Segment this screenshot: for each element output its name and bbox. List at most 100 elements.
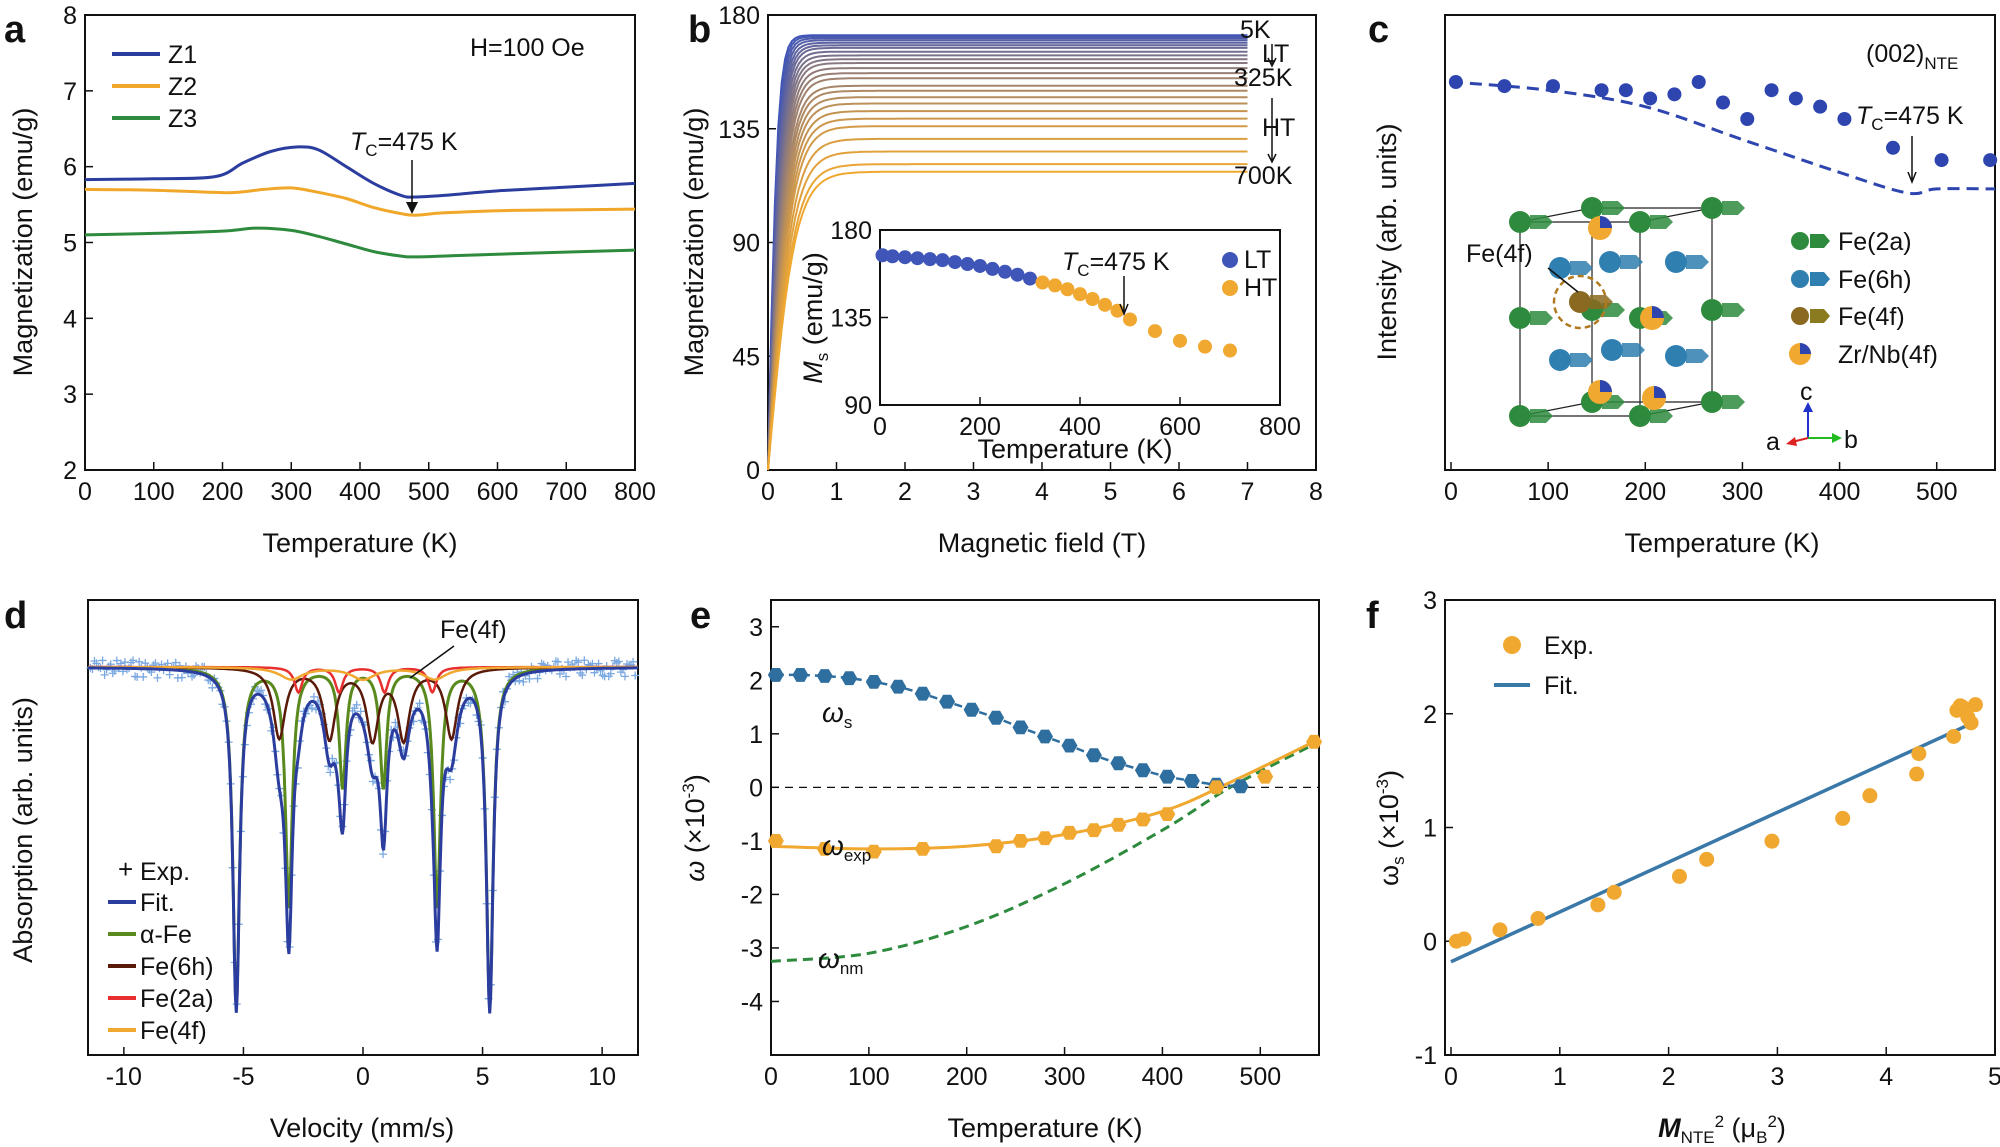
inset-tc-annotation: TC=475 K [1062,248,1170,280]
omega-nm-curve [770,740,1320,963]
e-y-tick-label: 2 [749,667,763,695]
omega-exp-point [1037,831,1053,846]
crystal-fe4f-pointer [1547,267,1579,293]
panel-b-label: b [688,9,711,51]
intensity-point [1813,99,1828,114]
legend-label-exp-d: Exp. [140,858,190,886]
f-y-tick-label: 2 [1423,701,1437,729]
fe2a-atom [1509,307,1531,329]
panel-e-ylabel: ω (×10-3) [679,774,710,881]
legend-marker-fe4f [1791,307,1809,325]
inset-x-tick-label: 800 [1259,413,1301,441]
fe2a-atom [1701,197,1723,219]
panel-c-tc-arrow [1907,136,1917,185]
fe2a-atom-moment [1722,201,1745,215]
c-x-tick-label: 500 [1916,478,1958,506]
e-x-tick-label: 200 [946,1063,988,1091]
inset-xlabel: Temperature (K) [977,434,1172,464]
panel-c-label: c [1368,9,1389,51]
tc-arrow-head-a [406,202,418,214]
fe6h-atom [1665,345,1687,367]
exp-point-f [1530,911,1546,926]
panel-c-series [1448,75,1998,196]
fe6h-atom [1601,339,1623,361]
a-x-tick-label: 800 [614,478,656,506]
intensity-point [1691,75,1706,89]
fe4f-highlight-circle [1552,274,1608,330]
panel-b-series [767,34,1248,471]
b-x-tick-label: 7 [1241,478,1255,506]
b-x-tick-label: 0 [761,478,775,506]
mh-curve-350k [767,84,1248,471]
inset-y-tick-label: 135 [830,305,872,333]
inset-point-ht [1085,292,1100,307]
fe2a-atom [1701,391,1723,413]
exp-point-d [533,674,542,683]
d-x-tick-label: -5 [232,1063,254,1091]
b-x-tick-label: 5 [1104,478,1118,506]
omega-s-point [963,702,980,717]
inset-point-lt [885,249,900,264]
a-x-tick-label: 200 [202,478,244,506]
a-x-tick-label: 600 [477,478,519,506]
legend-label-z1: Z1 [168,41,197,69]
fe2a-atom [1581,197,1603,219]
d-x-tick-label: 10 [588,1063,616,1091]
omega-s-point [988,710,1005,725]
fe6h-atom-moment [1686,255,1709,269]
mh-curve-150k [767,46,1248,471]
legend-arrow-fe6h [1810,272,1830,286]
b-y-tick-label: 45 [732,343,760,371]
mh-curve-200k [767,54,1248,471]
panel-c-ylabel: Intensity (arb. units) [1372,123,1402,360]
mh-curve-75k [767,39,1248,471]
exp-point-f [1909,766,1925,782]
intensity-point [1740,112,1755,126]
a-y-tick-label: 2 [63,457,77,485]
e-x-tick-label: 500 [1239,1063,1281,1091]
a-x-tick-label: 300 [270,478,312,506]
b-x-tick-label: 3 [967,478,981,506]
e-x-tick-label: 400 [1142,1063,1184,1091]
mh-curve-225k [767,58,1248,471]
e-x-tick-label: 300 [1044,1063,1086,1091]
exp-point-f [1699,851,1715,867]
crystal-fe4f-label: Fe(4f) [1466,240,1533,268]
label-700k: 700K [1234,162,1293,190]
d-x-tick-label: -10 [106,1063,142,1091]
exp-point-d [620,672,629,681]
exp-point-d [564,658,573,667]
fe4f-curve [88,665,638,682]
fe6h-atom [1549,349,1571,371]
e-y-tick-label: 3 [749,614,763,642]
omega-s-point [1061,738,1078,753]
omega-s-point [1012,720,1029,735]
panel-b-x-ticks: 0 1 2 3 4 5 6 7 8 [761,462,1323,506]
e-y-tick-label: 1 [749,721,763,749]
a-y-tick-label: 8 [63,2,77,30]
e-y-tick-label: -1 [741,828,763,856]
legend-arrow-fe2a [1810,234,1830,248]
exp-point-d [307,704,316,713]
legend-marker-exp-d: + [118,854,133,884]
exp-point-f [1456,931,1472,947]
fe2a-atom [1701,299,1723,321]
series-line-z1 [84,145,636,199]
d-x-tick-label: 5 [476,1063,490,1091]
legend-label-exp-f: Exp. [1544,632,1594,660]
exp-point-d [553,657,562,666]
panel-a-series [84,145,636,259]
exp-point-d [525,674,534,683]
panel-c: c 0 100 200 300 400 500 Temperature (K) Inten… [1368,9,1998,558]
e-y-tick-label: -2 [741,881,763,909]
mh-curve-700k [767,170,1248,471]
omega-exp-point [1208,780,1225,795]
mh-curve-300k [767,72,1248,471]
inset-point-lt [960,257,975,272]
panel-d: d -10 -5 0 5 10 Velocity (mm/s) Absorption (… [4,595,640,1143]
f-x-tick-label: 2 [1662,1063,1676,1091]
exp-point-f [1911,746,1927,762]
exp-point-d [580,656,589,665]
f-y-tick-label: 1 [1423,815,1437,843]
exp-point-d [141,659,150,668]
